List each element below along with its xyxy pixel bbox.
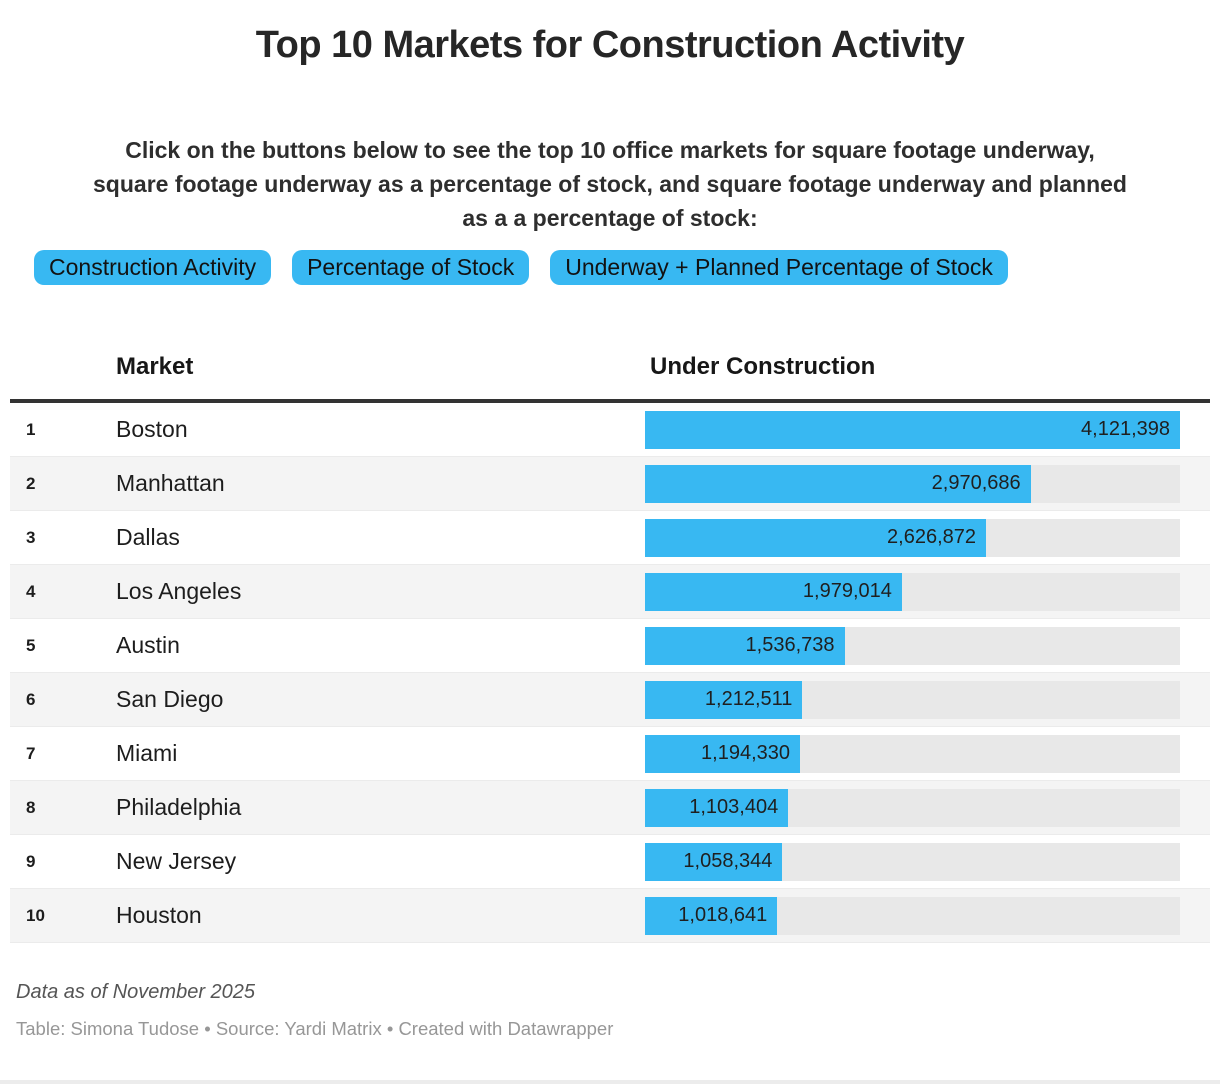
bar-track: 1,103,404 (645, 788, 1180, 827)
row-rank: 3 (26, 527, 36, 547)
value-bar: 1,058,344 (645, 842, 783, 881)
bar-cell: 2,970,686 (645, 464, 1210, 503)
bar-value-label: 2,970,686 (931, 472, 1021, 494)
table-row: 1 Boston 4,121,398 (10, 403, 1210, 457)
row-rank: 4 (26, 581, 36, 601)
bar-value-label: 1,058,344 (683, 850, 773, 872)
bar-value-label: 1,018,641 (678, 904, 768, 926)
bar-track: 2,626,872 (645, 518, 1180, 557)
market-name: Philadelphia (116, 794, 242, 820)
value-bar: 1,194,330 (645, 734, 801, 773)
bar-value-label: 1,194,330 (701, 742, 791, 764)
table-header: Market Under Construction (10, 353, 1210, 399)
market-name: San Diego (116, 686, 224, 712)
market-name: Los Angeles (116, 578, 242, 604)
construction-activity-button[interactable]: Construction Activity (34, 250, 272, 285)
market-name: Dallas (116, 524, 180, 550)
bottom-edge-divider (0, 1080, 1220, 1084)
intro-line: as a a percentage of stock: (462, 205, 758, 231)
intro-line: Click on the buttons below to see the to… (125, 137, 1095, 163)
table-body: 1 Boston 4,121,398 2 Manhattan 2,970,686 3 Dall… (10, 403, 1210, 943)
percentage-of-stock-button[interactable]: Percentage of Stock (292, 250, 530, 285)
market-name: Boston (116, 416, 188, 442)
value-bar: 1,018,641 (645, 896, 778, 935)
bar-cell: 1,194,330 (645, 734, 1210, 773)
row-rank: 9 (26, 851, 36, 871)
table-row: 9 New Jersey 1,058,344 (10, 835, 1210, 889)
bar-value-label: 1,979,014 (802, 580, 892, 602)
bar-cell: 1,979,014 (645, 572, 1210, 611)
table-row: 4 Los Angeles 1,979,014 (10, 565, 1210, 619)
table-row: 5 Austin 1,536,738 (10, 619, 1210, 673)
market-column-header: Market (116, 353, 194, 380)
value-bar: 1,536,738 (645, 626, 845, 665)
market-name: Austin (116, 632, 180, 658)
bar-cell: 1,018,641 (645, 896, 1210, 935)
market-name: Manhattan (116, 470, 225, 496)
bar-cell: 1,212,511 (645, 680, 1210, 719)
under-construction-column-header: Under Construction (650, 353, 876, 380)
value-bar: 1,212,511 (645, 680, 803, 719)
bar-value-label: 1,536,738 (745, 634, 835, 656)
intro-line: square footage underway as a percentage … (93, 171, 1127, 197)
row-rank: 5 (26, 635, 36, 655)
row-rank: 1 (26, 419, 36, 439)
data-as-of-note: Data as of November 2025 (16, 981, 256, 1003)
attribution-line: Table: Simona Tudose • Source: Yardi Mat… (16, 1018, 614, 1039)
filter-button-row: Construction Activity Percentage of Stoc… (34, 250, 1220, 285)
bar-cell: 4,121,398 (645, 410, 1210, 449)
value-bar: 2,626,872 (645, 518, 986, 557)
row-rank: 8 (26, 797, 36, 817)
bar-value-label: 4,121,398 (1081, 418, 1170, 440)
bar-track: 2,970,686 (645, 464, 1180, 503)
table-row: 3 Dallas 2,626,872 (10, 511, 1210, 565)
table-row: 8 Philadelphia 1,103,404 (10, 781, 1210, 835)
bar-value-label: 1,212,511 (704, 688, 793, 710)
bar-track: 1,536,738 (645, 626, 1180, 665)
header-rule (10, 399, 1210, 403)
market-name: Miami (116, 740, 178, 766)
bar-value-label: 2,626,872 (887, 526, 976, 548)
value-bar: 4,121,398 (645, 410, 1180, 449)
row-rank: 6 (26, 689, 36, 709)
bar-track: 1,018,641 (645, 896, 1180, 935)
bar-track: 4,121,398 (645, 410, 1180, 449)
bar-cell: 1,536,738 (645, 626, 1210, 665)
row-rank: 7 (26, 743, 36, 763)
table-row: 2 Manhattan 2,970,686 (10, 457, 1210, 511)
bar-track: 1,212,511 (645, 680, 1180, 719)
row-rank: 10 (26, 905, 45, 925)
intro-text: Click on the buttons below to see the to… (0, 133, 1220, 235)
market-name: Houston (116, 902, 202, 928)
table-row: 6 San Diego 1,212,511 (10, 673, 1210, 727)
bar-cell: 1,103,404 (645, 788, 1210, 827)
bar-track: 1,194,330 (645, 734, 1180, 773)
bar-value-label: 1,103,404 (689, 796, 779, 818)
bar-cell: 2,626,872 (645, 518, 1210, 557)
table-row: 10 Houston 1,018,641 (10, 889, 1210, 943)
value-bar: 1,979,014 (645, 572, 902, 611)
table-row: 7 Miami 1,194,330 (10, 727, 1210, 781)
row-rank: 2 (26, 473, 36, 493)
value-bar: 1,103,404 (645, 788, 789, 827)
underway-planned-percentage-button[interactable]: Underway + Planned Percentage of Stock (550, 250, 1008, 285)
bar-cell: 1,058,344 (645, 842, 1210, 881)
market-name: New Jersey (116, 848, 237, 874)
value-bar: 2,970,686 (645, 464, 1031, 503)
markets-table: Market Under Construction 1 Boston 4,121,3… (10, 353, 1210, 943)
bar-track: 1,058,344 (645, 842, 1180, 881)
page-title: Top 10 Markets for Construction Activity (255, 24, 965, 66)
bar-track: 1,979,014 (645, 572, 1180, 611)
